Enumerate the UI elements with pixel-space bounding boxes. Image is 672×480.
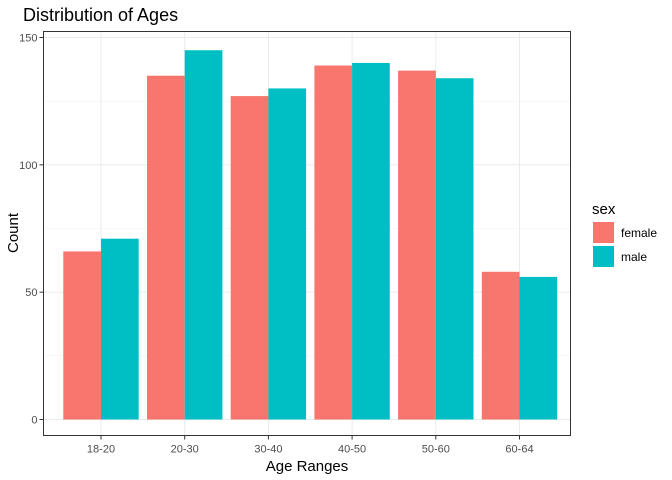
bar-male-18-20 <box>101 238 139 420</box>
bar-female-60-64 <box>481 271 520 420</box>
y-tick-label: 50 <box>25 287 37 299</box>
x-axis-title: Age Ranges <box>266 458 349 475</box>
bar-male-40-50 <box>352 62 390 420</box>
x-tick-label: 40-50 <box>338 444 366 456</box>
bar-male-20-30 <box>184 50 223 420</box>
x-tick-label: 18-20 <box>87 444 115 456</box>
x-tick-label: 50-60 <box>422 444 450 456</box>
y-tick-label: 100 <box>19 160 37 172</box>
y-axis-title: Count <box>5 212 22 253</box>
legend: sex female male <box>592 201 657 267</box>
legend-title: sex <box>592 201 616 218</box>
legend-label-male: male <box>621 250 647 264</box>
bar-female-50-60 <box>398 70 436 420</box>
chart-title: Distribution of Ages <box>23 5 178 25</box>
legend-key-female <box>593 222 614 243</box>
y-tick-label: 0 <box>31 415 37 427</box>
bar-male-30-40 <box>268 88 307 420</box>
x-axis: 18-20 20-30 30-40 40-50 50-60 60-64 <box>87 435 534 456</box>
bar-female-20-30 <box>147 75 185 420</box>
bar-female-30-40 <box>230 96 269 420</box>
legend-label-female: female <box>621 226 657 240</box>
x-tick-label: 60-64 <box>505 444 533 456</box>
bar-female-18-20 <box>63 251 101 420</box>
bar-male-60-64 <box>519 276 558 420</box>
legend-key-male <box>593 246 614 267</box>
plot-border <box>43 31 571 436</box>
bar-male-50-60 <box>435 78 474 420</box>
y-tick-label: 150 <box>19 33 37 45</box>
bars <box>63 50 558 420</box>
x-tick-label: 30-40 <box>254 444 282 456</box>
bar-female-40-50 <box>314 65 353 420</box>
x-tick-label: 20-30 <box>171 444 199 456</box>
y-axis: 0 50 100 150 <box>19 33 44 427</box>
